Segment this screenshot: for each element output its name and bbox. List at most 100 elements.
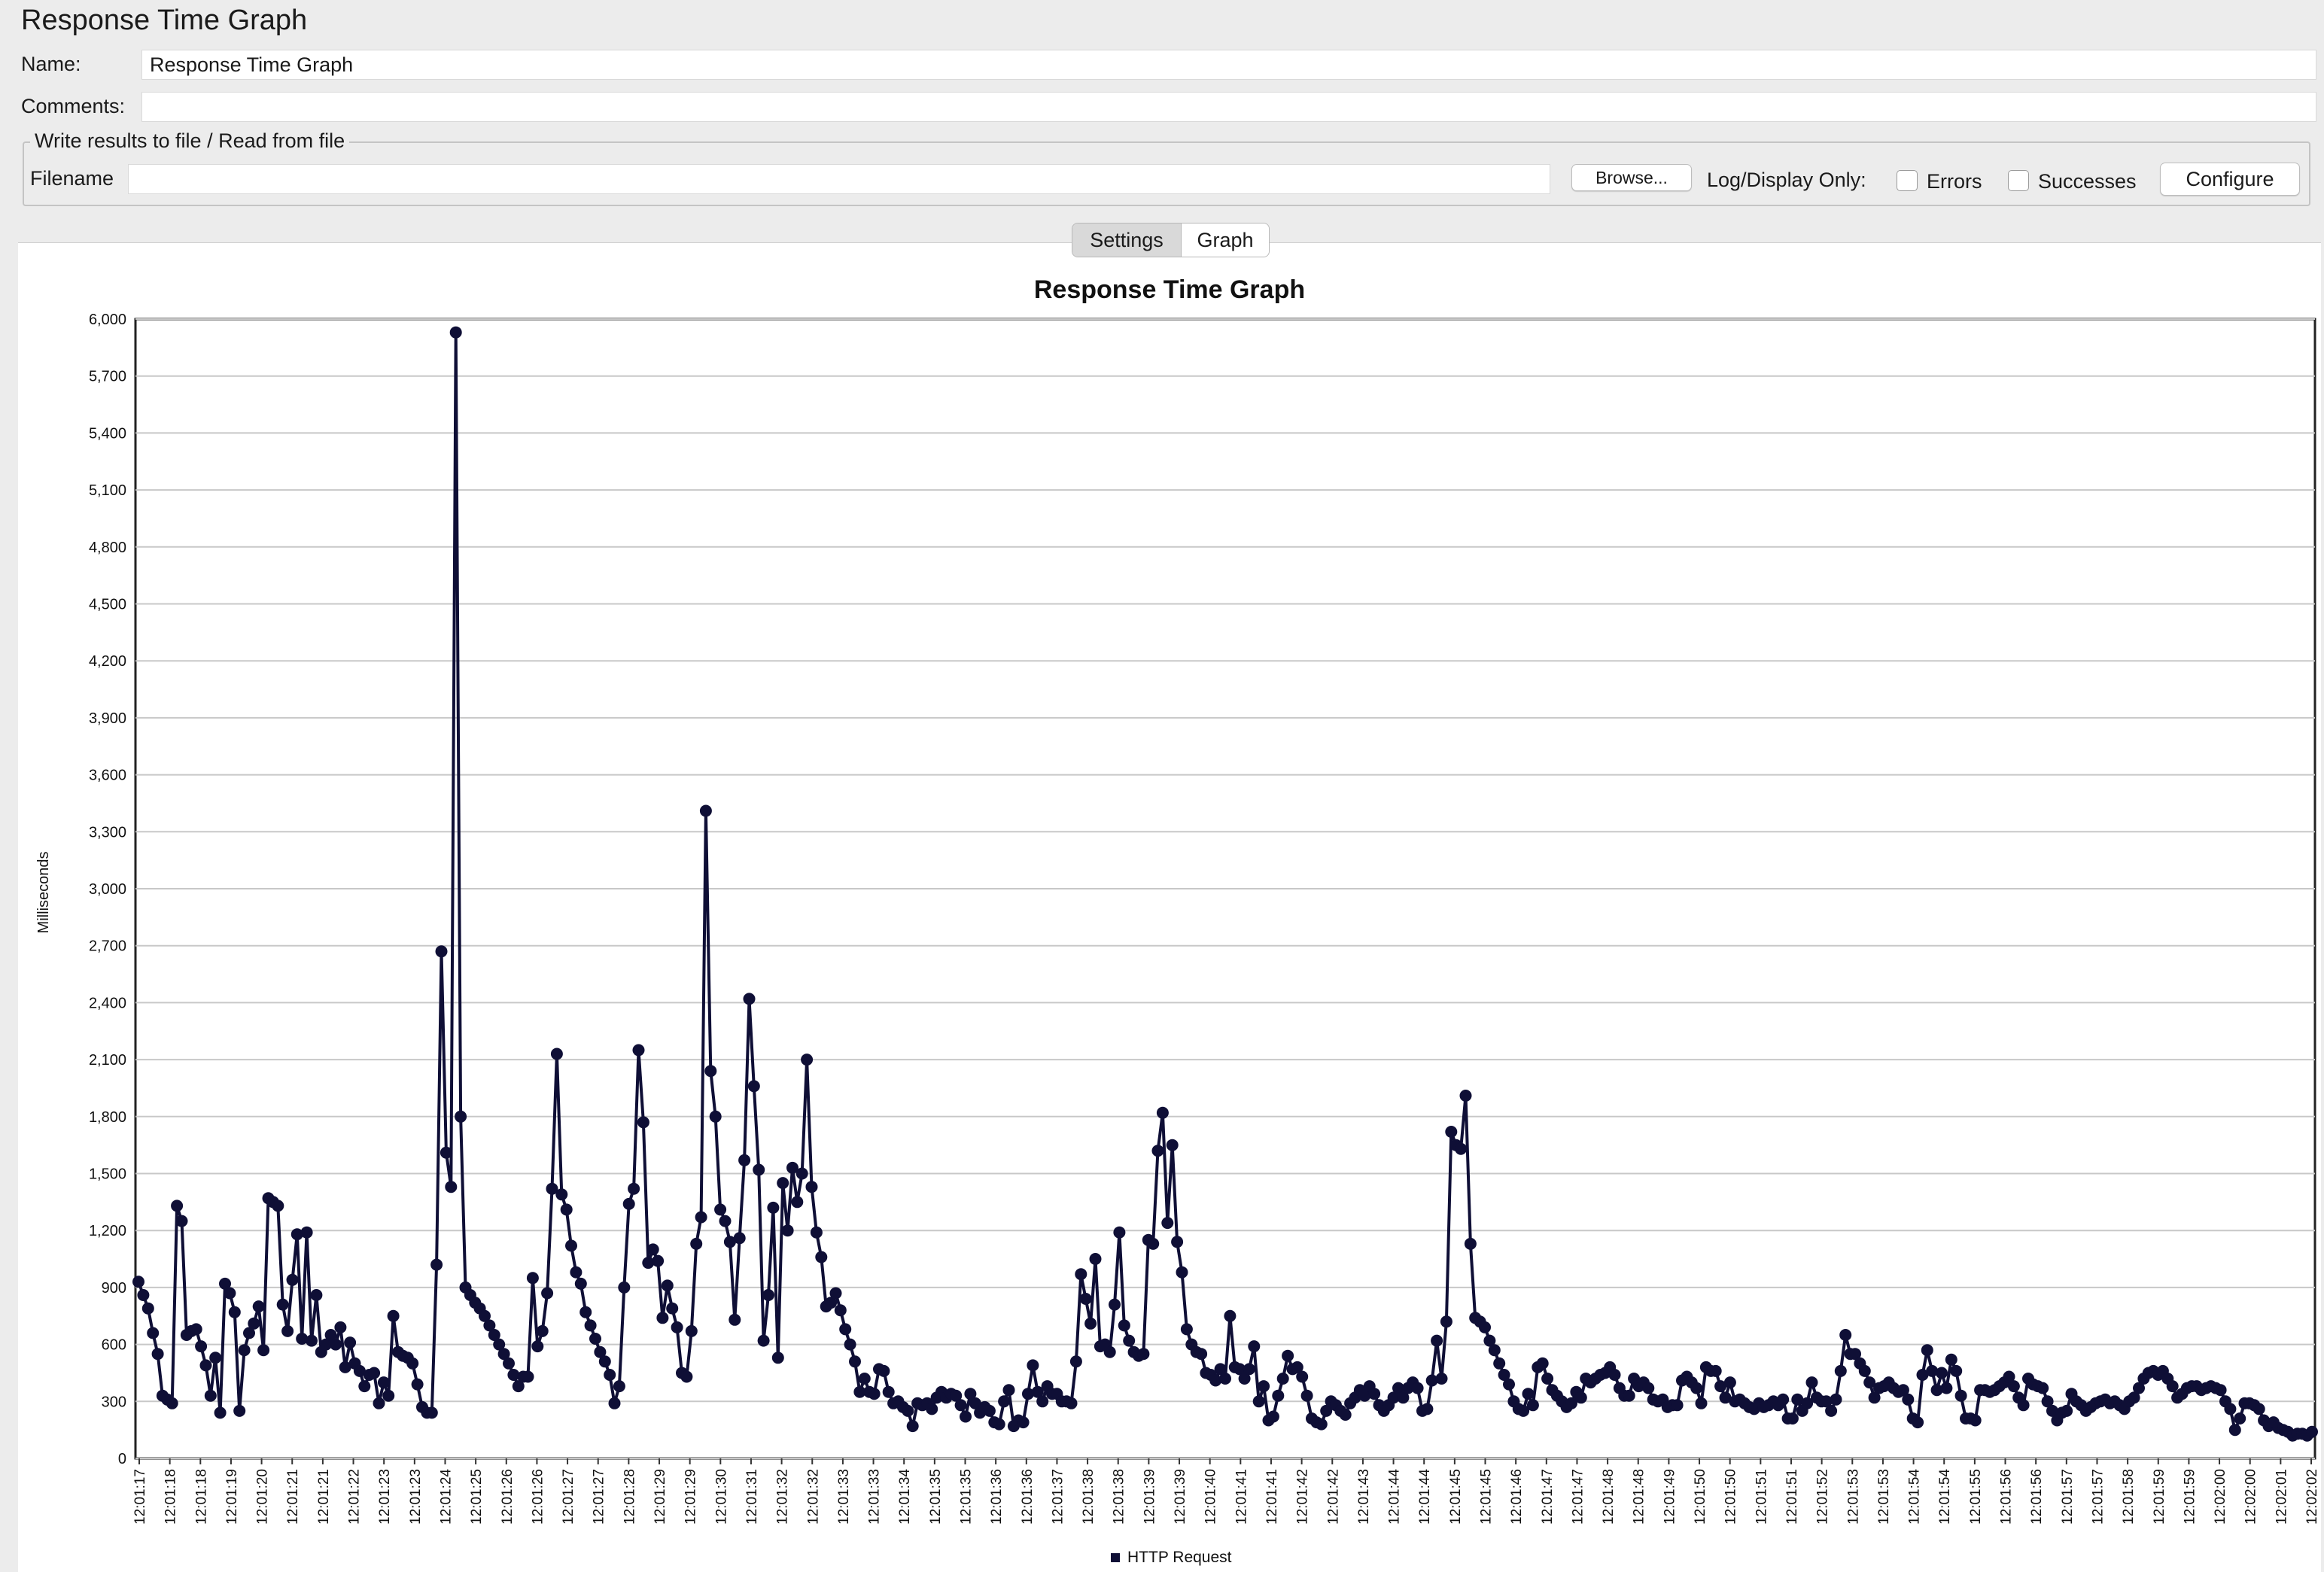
data-point	[969, 1397, 981, 1409]
data-point	[455, 1110, 467, 1123]
data-point	[1695, 1397, 1708, 1409]
x-tick-label: 12:01:34	[897, 1469, 913, 1525]
name-field[interactable]: Response Time Graph	[141, 50, 2316, 80]
data-point	[1522, 1388, 1535, 1400]
comments-field[interactable]	[141, 92, 2316, 122]
data-point	[1455, 1142, 1468, 1155]
x-tick-label: 12:01:27	[561, 1469, 576, 1525]
data-point	[815, 1251, 828, 1263]
data-point	[950, 1389, 963, 1402]
successes-checkbox[interactable]	[2008, 170, 2029, 191]
window-title: Response Time Graph	[21, 5, 308, 36]
data-point	[435, 945, 448, 958]
data-point	[1912, 1416, 1924, 1429]
data-point	[497, 1348, 510, 1361]
y-tick-label: 2,400	[89, 995, 126, 1011]
data-point	[2253, 1403, 2265, 1415]
data-point	[1791, 1393, 1804, 1406]
data-point	[286, 1273, 299, 1286]
x-tick-label: 12:01:35	[958, 1469, 974, 1525]
data-point	[1300, 1389, 1313, 1402]
data-point	[300, 1226, 313, 1239]
data-point	[1503, 1378, 1515, 1391]
data-point	[449, 326, 462, 339]
data-point	[801, 1054, 814, 1066]
x-tick-label: 12:01:36	[989, 1469, 1005, 1525]
data-point	[1498, 1369, 1510, 1381]
browse-button[interactable]: Browse...	[1571, 164, 1692, 191]
x-tick-label: 12:01:43	[1356, 1469, 1372, 1525]
data-point	[2306, 1425, 2318, 1438]
data-point	[368, 1367, 381, 1379]
data-point	[680, 1370, 693, 1383]
x-tick-label: 12:01:45	[1448, 1469, 1464, 1525]
data-point	[791, 1196, 804, 1209]
data-point	[858, 1373, 871, 1385]
data-point	[1151, 1145, 1164, 1157]
data-point	[479, 1309, 491, 1322]
filename-field[interactable]	[128, 164, 1550, 194]
data-point	[1969, 1414, 1982, 1427]
data-point	[671, 1321, 683, 1333]
x-tick-label: 12:01:38	[1081, 1469, 1097, 1525]
data-point	[570, 1266, 583, 1279]
y-tick-label: 1,200	[89, 1223, 126, 1239]
x-tick-label: 12:01:54	[1907, 1469, 1923, 1525]
data-point	[1118, 1319, 1130, 1332]
y-tick-label: 0	[118, 1451, 126, 1467]
x-tick-label: 12:01:21	[316, 1469, 332, 1525]
data-point	[1272, 1389, 1285, 1402]
data-point	[1171, 1236, 1184, 1248]
data-point	[141, 1302, 154, 1315]
data-point	[579, 1306, 592, 1318]
data-point	[2046, 1404, 2058, 1417]
data-point	[536, 1324, 549, 1337]
data-point	[411, 1378, 424, 1391]
data-point	[1834, 1364, 1847, 1377]
y-tick-label: 3,000	[89, 881, 126, 898]
data-point	[882, 1385, 895, 1398]
data-point	[320, 1338, 333, 1351]
data-point	[1296, 1370, 1309, 1383]
data-point	[998, 1395, 1011, 1408]
data-point	[373, 1397, 385, 1409]
data-point	[1723, 1376, 1736, 1389]
x-tick-label: 12:01:37	[1050, 1469, 1066, 1525]
data-point	[209, 1352, 222, 1364]
data-point	[1339, 1409, 1352, 1421]
data-point	[878, 1364, 890, 1377]
data-point	[1858, 1364, 1871, 1377]
data-point	[1036, 1395, 1049, 1408]
data-point	[2017, 1399, 2030, 1412]
x-tick-label: 12:01:25	[469, 1469, 485, 1525]
data-point	[1574, 1391, 1587, 1404]
data-point	[1069, 1355, 1082, 1368]
data-point	[1671, 1399, 1684, 1412]
x-tick-label: 12:01:53	[1876, 1469, 1892, 1525]
tab-graph[interactable]: Graph	[1182, 223, 1269, 257]
configure-button[interactable]: Configure	[2160, 163, 2300, 196]
data-point	[618, 1281, 631, 1294]
x-tick-label: 12:01:40	[1203, 1469, 1219, 1525]
errors-checkbox[interactable]	[1897, 170, 1918, 191]
data-point	[1488, 1344, 1501, 1357]
data-point	[2003, 1370, 2015, 1383]
data-point	[753, 1163, 765, 1176]
data-point	[488, 1329, 500, 1341]
data-point	[1161, 1217, 1174, 1230]
x-tick-label: 12:01:46	[1509, 1469, 1525, 1525]
data-point	[594, 1345, 607, 1358]
y-axis-label: Milliseconds	[35, 852, 52, 934]
data-point	[1180, 1323, 1193, 1336]
tab-settings[interactable]: Settings	[1072, 223, 1182, 257]
x-tick-label: 12:01:24	[438, 1469, 454, 1525]
x-tick-label: 12:01:29	[683, 1469, 699, 1525]
data-point	[709, 1110, 722, 1123]
x-tick-label: 12:01:44	[1387, 1469, 1403, 1525]
x-tick-label: 12:01:30	[713, 1469, 729, 1525]
data-point	[2128, 1391, 2140, 1404]
data-point	[1176, 1266, 1188, 1279]
y-tick-label: 300	[102, 1394, 126, 1410]
data-point	[1868, 1391, 1881, 1404]
chart-title: Response Time Graph	[1034, 275, 1305, 304]
